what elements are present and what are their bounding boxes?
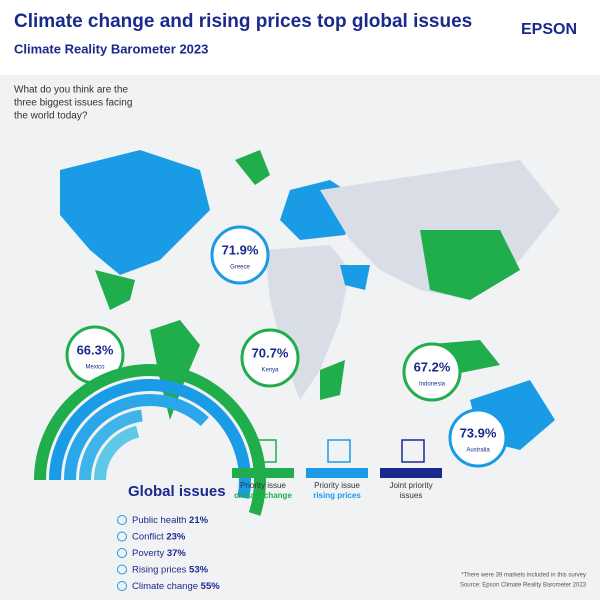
legend-swatch (232, 468, 294, 478)
callout-circle (402, 342, 462, 402)
callout-value: 71.9% (222, 242, 259, 257)
legend-swatch (380, 468, 442, 478)
radial-bar (94, 425, 140, 481)
issue-icon (117, 515, 127, 525)
legend-icon (401, 439, 425, 463)
issue-name: Rising prices (132, 564, 187, 575)
issue-icon (117, 581, 127, 591)
footnote: Source: Epson Climate Reality Barometer … (460, 583, 587, 589)
issue-label: Climate change 55% (132, 581, 220, 592)
legend-icon (253, 439, 277, 463)
issue-label: Rising prices 53% (132, 564, 209, 575)
callout-circle (210, 225, 270, 285)
issue-name: Conflict (132, 531, 164, 542)
question: three biggest issues facing (14, 98, 132, 109)
radial-bar (34, 364, 266, 516)
issue-value: 23% (166, 531, 186, 542)
issue-icon (117, 564, 127, 575)
issue-label: Poverty 37% (132, 548, 186, 559)
issue-value: 53% (189, 564, 209, 575)
question: What do you think are the (14, 85, 128, 96)
footnote: *There were 39 markets included in this … (461, 573, 586, 579)
callout-circle (240, 328, 300, 388)
legend-icon (327, 439, 351, 463)
issue-value: 55% (201, 581, 221, 592)
callout-value: 67.2% (414, 359, 451, 374)
issue-value: 21% (189, 515, 209, 526)
callout-circle (448, 408, 508, 468)
radial-title: Global issues (128, 483, 226, 500)
legend-label: Priority issue (314, 481, 360, 490)
legend-label: climate change (234, 491, 292, 500)
brand: EPSON (521, 21, 577, 38)
radial-bar (79, 409, 143, 481)
callout-value: 70.7% (252, 345, 289, 360)
callout-country: Australia (466, 448, 490, 454)
radial-bar (64, 394, 209, 481)
callout-country: Greece (230, 265, 250, 271)
issue-label: Public health 21% (132, 515, 209, 526)
issue-name: Climate change (132, 581, 198, 592)
question: the world today? (14, 111, 88, 122)
callout-country: Mexico (85, 365, 105, 371)
issue-name: Public health (132, 515, 186, 526)
header-band (0, 0, 600, 75)
issue-icon (117, 531, 127, 542)
legend-swatch (306, 468, 368, 478)
callout-country: Indonesia (419, 382, 446, 388)
legend-label: rising prices (313, 491, 361, 500)
subtitle: Climate Reality Barometer 2023 (14, 41, 208, 56)
issue-value: 37% (167, 548, 187, 559)
callout-value: 73.9% (460, 425, 497, 440)
issue-label: Conflict 23% (132, 531, 186, 542)
issue-icon (117, 548, 127, 558)
title: Climate change and rising prices top glo… (14, 11, 472, 32)
legend-label: issues (400, 491, 423, 500)
callout-country: Kenya (261, 368, 279, 374)
legend-label: Priority issue (240, 481, 286, 490)
callout-value: 66.3% (77, 342, 114, 357)
legend-label: Joint priority (389, 481, 432, 490)
radial-bar (49, 379, 251, 499)
issue-name: Poverty (132, 548, 164, 559)
